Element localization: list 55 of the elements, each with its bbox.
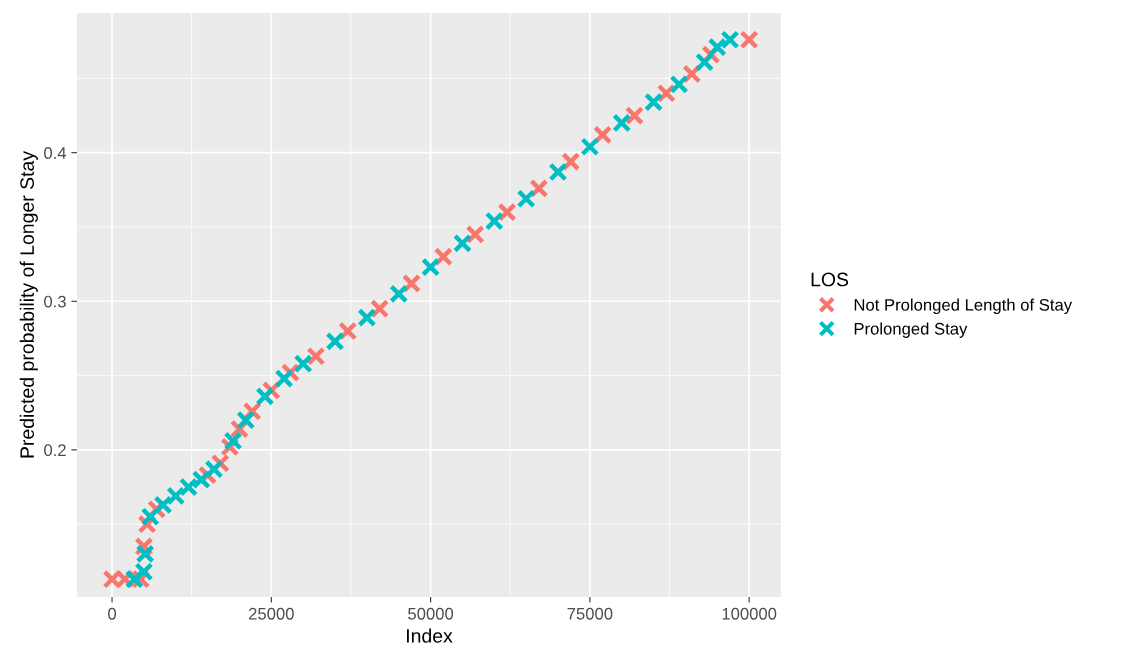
x-axis-title: Index — [407, 628, 453, 643]
point — [124, 569, 144, 589]
point — [236, 410, 256, 430]
point — [134, 562, 154, 582]
point — [529, 178, 549, 198]
point — [338, 321, 358, 341]
y-tick-label: 0.3 — [44, 295, 66, 308]
legend-label: Not Prolonged Length of Stay — [854, 298, 1073, 315]
legend-label: Prolonged Stay — [854, 322, 968, 338]
point — [580, 137, 600, 157]
y-tick-label: 0.2 — [44, 444, 66, 457]
point — [135, 544, 155, 564]
point — [204, 459, 224, 479]
point — [370, 299, 390, 319]
point — [357, 308, 377, 328]
x-tick-label: 75000 — [567, 607, 613, 620]
y-tick-label: 0.4 — [44, 147, 67, 159]
point — [669, 74, 689, 94]
point — [593, 125, 613, 145]
y-axis-title: Predicted probability of Longer Stay — [19, 151, 38, 458]
point — [644, 92, 664, 112]
x-tick-label: 100000 — [722, 607, 777, 620]
point — [401, 273, 421, 293]
point — [140, 507, 160, 527]
point — [306, 346, 326, 366]
point — [465, 224, 485, 244]
point — [293, 354, 313, 374]
point — [561, 152, 581, 172]
point — [497, 202, 517, 222]
x-tick-label: 25000 — [248, 607, 294, 620]
point — [707, 37, 727, 57]
x-tick-label: 50000 — [408, 607, 454, 620]
point — [656, 83, 676, 103]
point — [389, 284, 409, 304]
point — [624, 106, 644, 126]
point — [421, 257, 441, 277]
point — [223, 431, 243, 451]
point — [720, 30, 740, 50]
point — [153, 495, 173, 515]
point — [433, 247, 453, 267]
point — [191, 470, 211, 490]
point — [452, 233, 472, 253]
point — [739, 30, 759, 50]
point — [516, 189, 536, 209]
point — [255, 386, 275, 406]
point — [612, 113, 632, 133]
x-tick-label: 0 — [108, 607, 117, 620]
point — [695, 52, 715, 72]
point — [274, 369, 294, 389]
point — [178, 477, 198, 497]
point — [548, 162, 568, 182]
point — [484, 211, 504, 231]
legend-title: LOS — [811, 272, 849, 287]
point — [325, 331, 345, 351]
point — [166, 486, 186, 506]
